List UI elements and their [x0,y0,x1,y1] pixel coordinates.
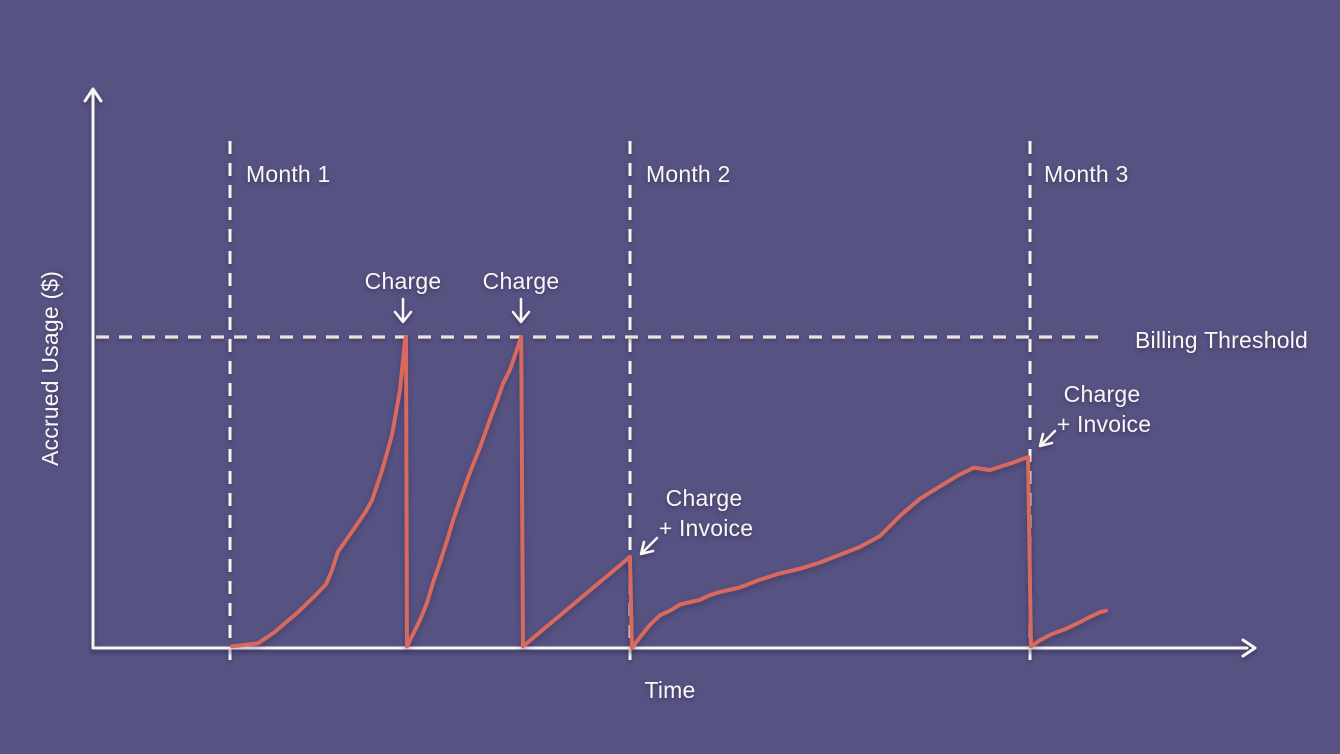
usage-line [230,335,1108,650]
y-axis-arrow [83,87,103,650]
month-2-label: Month 2 [646,161,731,187]
charge-invoice-month3-arrow-icon [1038,429,1057,448]
charge-invoice-month2-arrow-icon [639,536,659,556]
charge-2-label: Charge [483,268,560,294]
charge-invoice-month2-label-line1: Charge [666,485,743,511]
billing-threshold-label: Billing Threshold [1135,327,1308,353]
x-axis-label: Time [644,677,695,703]
charge-invoice-month2-label-line2: + Invoice [659,515,754,541]
charge-1-down-arrow-icon [393,297,413,324]
month-3-label: Month 3 [1044,161,1129,187]
charge-invoice-month3-label-line1: Charge [1064,381,1141,407]
month-1-label: Month 1 [246,161,331,187]
charge-1-label: Charge [365,268,442,294]
charge-invoice-month3-label-line2: + Invoice [1057,411,1152,437]
x-axis-arrow [91,638,1257,658]
y-axis-label: Accrued Usage ($) [37,271,63,466]
charge-2-down-arrow-icon [511,297,531,324]
